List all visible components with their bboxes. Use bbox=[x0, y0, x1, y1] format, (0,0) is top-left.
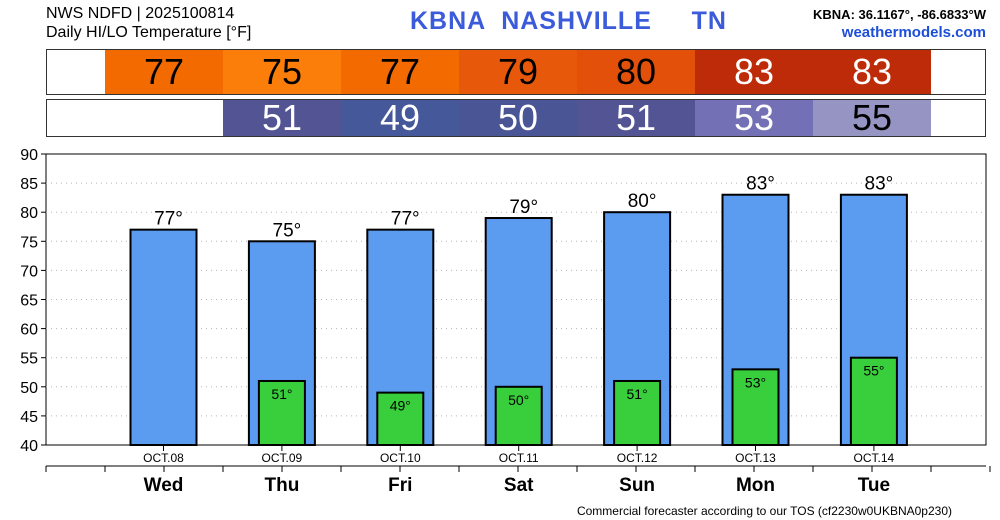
low-bar bbox=[613, 379, 662, 447]
product-line: NWS NDFD | 2025100814 bbox=[46, 5, 235, 22]
y-tick-label: 75 bbox=[20, 234, 38, 251]
high-temp-cell: 83 bbox=[813, 50, 931, 94]
low-temp-cell: 51 bbox=[577, 97, 695, 138]
low-value-label: 51° bbox=[627, 386, 648, 402]
y-tick-label: 70 bbox=[20, 263, 38, 280]
y-tick-label: 85 bbox=[20, 176, 38, 193]
low-temp-cell: 53 bbox=[695, 97, 813, 138]
date-label: OCT.10 bbox=[380, 451, 421, 465]
low-value-label: 53° bbox=[745, 374, 766, 390]
high-value-label: 80° bbox=[628, 191, 657, 212]
header-right: KBNA: 36.1167°, -86.6833°W weathermodels… bbox=[813, 6, 986, 42]
high-temp-cell: 79 bbox=[459, 50, 577, 94]
y-tick-label: 55 bbox=[20, 351, 38, 368]
high-temp-strip: 77 75 77 79 80 83 83 bbox=[46, 49, 986, 95]
day-label: Fri bbox=[388, 475, 412, 496]
date-label: OCT.14 bbox=[854, 451, 895, 465]
y-tick-label: 65 bbox=[20, 293, 38, 310]
low-temp-cell: 51 bbox=[223, 97, 341, 138]
high-value-label: 75° bbox=[273, 220, 302, 241]
high-temp-cell: 83 bbox=[695, 50, 813, 94]
y-tick-label: 60 bbox=[20, 322, 38, 339]
y-tick-label: 90 bbox=[20, 147, 38, 164]
coordinates: KBNA: 36.1167°, -86.6833°W bbox=[813, 7, 986, 22]
high-value-label: 83° bbox=[865, 174, 894, 195]
low-temp-cell: 55 bbox=[813, 97, 931, 138]
high-value-label: 77° bbox=[391, 209, 420, 230]
variable-line: Daily HI/LO Temperature [°F] bbox=[46, 24, 252, 41]
station-id: KBNA bbox=[410, 7, 486, 35]
day-label: Mon bbox=[736, 475, 775, 496]
y-tick-label: 40 bbox=[20, 438, 38, 455]
y-tick-label: 50 bbox=[20, 380, 38, 397]
date-label: OCT.12 bbox=[617, 451, 658, 465]
high-value-label: 77° bbox=[154, 209, 183, 230]
header-left: NWS NDFD | 2025100814 Daily HI/LO Temper… bbox=[46, 4, 251, 42]
footer-note: Commercial forecaster according to our T… bbox=[576, 504, 952, 518]
y-tick-label: 80 bbox=[20, 205, 38, 222]
low-bar bbox=[849, 356, 898, 447]
day-label: Sat bbox=[504, 475, 534, 496]
date-label: OCT.13 bbox=[735, 451, 776, 465]
low-value-label: 51° bbox=[271, 386, 292, 402]
low-value-label: 55° bbox=[863, 363, 884, 379]
high-bar bbox=[129, 228, 198, 446]
low-bar bbox=[731, 368, 780, 446]
low-bar bbox=[376, 391, 425, 446]
y-tick-label: 45 bbox=[20, 409, 38, 426]
date-label: OCT.11 bbox=[499, 451, 539, 465]
city-name: NASHVILLE bbox=[501, 7, 652, 35]
high-temp-cell: 77 bbox=[105, 50, 223, 94]
day-label: Tue bbox=[858, 475, 890, 496]
low-bar bbox=[257, 379, 306, 447]
high-temp-cell: 77 bbox=[341, 50, 459, 94]
low-value-label: 49° bbox=[390, 398, 411, 414]
site-link[interactable]: weathermodels.com bbox=[841, 24, 986, 41]
high-temp-cell: 75 bbox=[223, 50, 341, 94]
high-value-label: 83° bbox=[746, 174, 775, 195]
state-name: TN bbox=[691, 7, 727, 35]
date-label: OCT.09 bbox=[262, 451, 303, 465]
low-temp-cell: 50 bbox=[459, 97, 577, 138]
day-label: Sun bbox=[619, 475, 655, 496]
low-temp-cell bbox=[105, 100, 223, 136]
low-temp-cell: 49 bbox=[341, 97, 459, 138]
low-temp-strip: 51 49 50 51 53 55 bbox=[46, 97, 986, 138]
high-value-label: 79° bbox=[509, 197, 538, 218]
date-label: OCT.08 bbox=[143, 451, 184, 465]
day-label: Thu bbox=[264, 475, 299, 496]
day-label: Wed bbox=[144, 475, 184, 496]
low-value-label: 50° bbox=[508, 392, 529, 408]
location-title: KBNA NASHVILLE TN bbox=[410, 7, 727, 36]
high-temp-cell: 80 bbox=[577, 50, 695, 94]
